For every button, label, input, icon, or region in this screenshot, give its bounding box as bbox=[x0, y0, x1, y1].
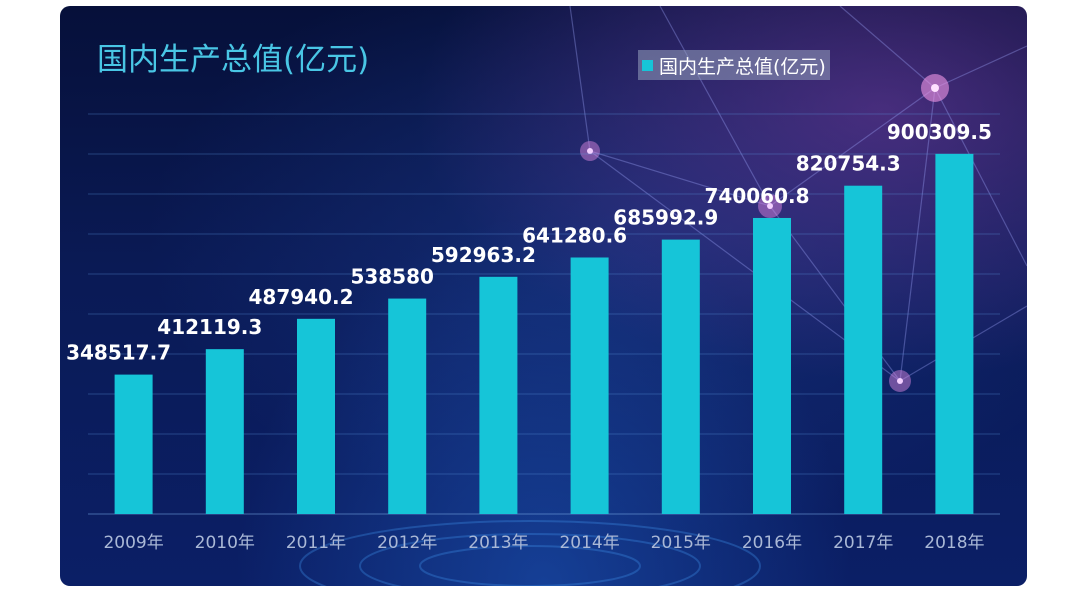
x-tick-label: 2014年 bbox=[559, 533, 619, 553]
x-tick-label: 2018年 bbox=[924, 533, 984, 553]
bar-2014年[interactable] bbox=[570, 257, 609, 514]
x-axis-ticks: 2009年 2010年 2011年 2012年 2013年 2014年 2015年 2016年… bbox=[103, 533, 984, 553]
background-network-art bbox=[299, 6, 1027, 586]
legend-label: 国内生产总值(亿元) bbox=[659, 55, 826, 78]
bar-2011年[interactable] bbox=[297, 318, 335, 514]
bar-2012年[interactable] bbox=[388, 298, 427, 514]
bar-2010年[interactable] bbox=[205, 349, 244, 514]
value-label: 740060.8 bbox=[704, 184, 809, 208]
x-tick-label: 2009年 bbox=[103, 533, 163, 553]
bars bbox=[114, 153, 974, 514]
value-label: 641280.6 bbox=[522, 223, 627, 247]
bar-2016年[interactable] bbox=[753, 217, 791, 514]
value-label: 487940.2 bbox=[248, 285, 353, 309]
bar-2018年[interactable] bbox=[935, 153, 974, 514]
chart-title: 国内生产总值(亿元) bbox=[97, 42, 370, 78]
chart-legend[interactable]: 国内生产总值(亿元) bbox=[638, 50, 830, 80]
value-label: 900309.5 bbox=[887, 120, 992, 144]
value-label: 820754.3 bbox=[796, 152, 901, 176]
bar-2013年[interactable] bbox=[479, 276, 518, 514]
value-label: 592963.2 bbox=[431, 243, 536, 267]
x-tick-label: 2011年 bbox=[286, 533, 346, 553]
value-label: 685992.9 bbox=[613, 206, 718, 230]
x-tick-label: 2015年 bbox=[651, 533, 711, 553]
x-tick-label: 2013年 bbox=[468, 533, 528, 553]
x-tick-label: 2010年 bbox=[195, 533, 255, 553]
value-label: 412119.3 bbox=[157, 315, 262, 339]
bar-2017年[interactable] bbox=[844, 185, 883, 514]
x-tick-label: 2012年 bbox=[377, 533, 437, 553]
value-label: 538580 bbox=[350, 265, 434, 289]
legend-swatch bbox=[642, 59, 653, 71]
chart-panel: 国内生产总值(亿元) 国内生产总值(亿元) 348517.7 412119.3 48… bbox=[60, 6, 1027, 586]
value-label: 348517.7 bbox=[66, 341, 171, 365]
bar-2009年[interactable] bbox=[114, 374, 153, 514]
x-tick-label: 2016年 bbox=[742, 533, 802, 553]
x-tick-label: 2017年 bbox=[833, 533, 893, 553]
bar-2015年[interactable] bbox=[661, 239, 700, 514]
